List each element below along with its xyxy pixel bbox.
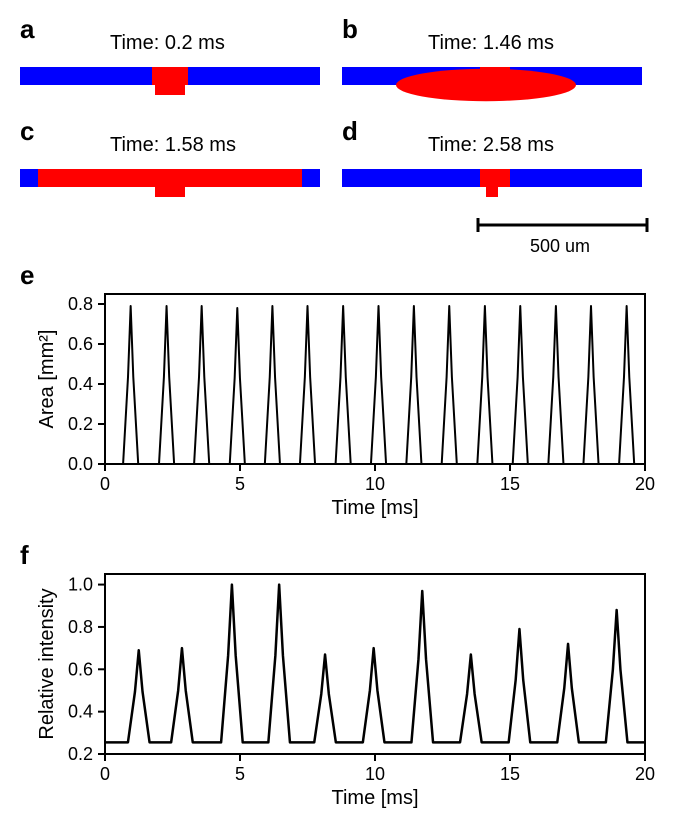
svg-text:10: 10 [365, 474, 385, 494]
svg-text:0.2: 0.2 [68, 414, 93, 434]
svg-text:0.4: 0.4 [68, 702, 93, 722]
chart-intensity-vs-time: 0 5 10 15 20 0.2 0.4 0.6 0.8 1.0 Time [ms] Relative… [20, 562, 660, 817]
svg-text:Relative intensity: Relative intensity [36, 588, 58, 739]
chart-area-vs-time: 0 5 10 15 20 0.0 0.2 0.4 0.6 0.8 Time [ms] Area [mm… [20, 282, 660, 527]
scale-bar-label: 500 um [530, 236, 590, 257]
time-label-b: Time: 1.46 ms [428, 32, 554, 55]
sim-d [342, 164, 642, 206]
svg-text:0.8: 0.8 [68, 617, 93, 637]
sim-b [342, 62, 642, 104]
svg-text:0.8: 0.8 [68, 294, 93, 314]
time-label-a: Time: 0.2 ms [110, 32, 225, 55]
svg-text:15: 15 [500, 474, 520, 494]
time-label-d: Time: 2.58 ms [428, 134, 554, 157]
svg-text:20: 20 [635, 474, 655, 494]
svg-text:0.4: 0.4 [68, 374, 93, 394]
svg-text:0: 0 [100, 764, 110, 784]
svg-text:20: 20 [635, 764, 655, 784]
svg-text:Area [mm²]: Area [mm²] [36, 330, 58, 429]
panel-label-b: b [342, 14, 358, 45]
panel-label-c: c [20, 116, 34, 147]
sim-a [20, 62, 320, 104]
panel-label-a: a [20, 14, 34, 45]
svg-text:1.0: 1.0 [68, 575, 93, 595]
scale-bar [475, 215, 650, 235]
svg-text:15: 15 [500, 764, 520, 784]
svg-text:0: 0 [100, 474, 110, 494]
panel-label-d: d [342, 116, 358, 147]
svg-text:Time [ms]: Time [ms] [331, 787, 418, 809]
svg-text:0.0: 0.0 [68, 454, 93, 474]
svg-text:0.2: 0.2 [68, 744, 93, 764]
svg-text:5: 5 [235, 474, 245, 494]
time-label-c: Time: 1.58 ms [110, 134, 236, 157]
svg-text:0.6: 0.6 [68, 659, 93, 679]
svg-text:5: 5 [235, 764, 245, 784]
svg-text:0.6: 0.6 [68, 334, 93, 354]
svg-text:10: 10 [365, 764, 385, 784]
svg-text:Time [ms]: Time [ms] [331, 497, 418, 519]
sim-c [20, 164, 320, 206]
